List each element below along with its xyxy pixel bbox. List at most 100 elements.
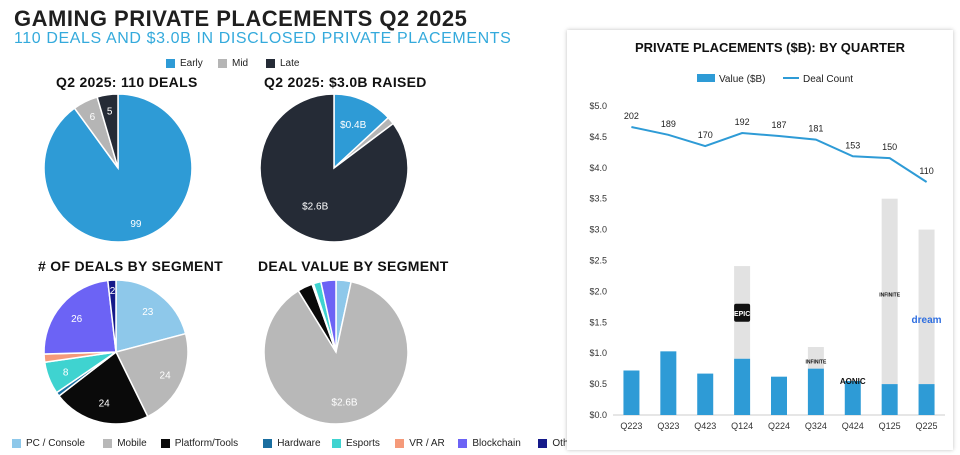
deal-count-label: 202 xyxy=(624,111,639,121)
segment-legend-item: Esports xyxy=(332,438,380,449)
pie-data-label: 2 xyxy=(110,286,116,297)
pie-data-label: 99 xyxy=(130,219,142,230)
pie-slice-pc-console xyxy=(115,279,187,353)
deal-count-label: 192 xyxy=(735,117,750,127)
legend-label: VR / AR xyxy=(409,438,445,449)
x-tick-label: Q125 xyxy=(879,421,901,431)
deal-count-label: 189 xyxy=(661,119,676,129)
legend-swatch xyxy=(458,439,468,448)
bar-value xyxy=(771,376,787,415)
bar-value xyxy=(623,370,640,415)
deal-count-label: 153 xyxy=(845,140,860,150)
y-tick-label: $3.5 xyxy=(589,194,607,204)
pie-data-label: 24 xyxy=(160,370,172,381)
x-tick-label: Q124 xyxy=(731,421,753,431)
deal-count-label: 110 xyxy=(919,166,933,176)
y-tick-label: $0.0 xyxy=(589,410,607,420)
segment-legend-item: PC / Console xyxy=(12,438,85,449)
deal-count-label: 187 xyxy=(771,120,786,130)
legend-label: Esports xyxy=(346,438,380,449)
legend-late: Late xyxy=(266,58,299,69)
x-tick-label: Q324 xyxy=(805,421,827,431)
segment-legend-item: Platform/Tools xyxy=(160,438,239,449)
x-tick-label: Q423 xyxy=(694,421,716,431)
deal-count-label: 150 xyxy=(882,142,897,152)
legend-swatch xyxy=(12,439,21,448)
legend-label: Hardware xyxy=(277,438,321,449)
legend-label: Blockchain xyxy=(472,438,521,449)
pie-data-label: $0.4B xyxy=(340,120,366,131)
pie-data-label: 23 xyxy=(142,307,154,318)
bar-value xyxy=(734,358,751,415)
legend-label: Platform/Tools xyxy=(174,438,239,449)
bar-large-deal xyxy=(918,229,935,385)
logo-badge xyxy=(734,303,751,322)
y-tick-label: $4.5 xyxy=(589,132,607,142)
pie3-title: # OF DEALS BY SEGMENT xyxy=(38,258,223,274)
legend-swatch xyxy=(218,59,227,68)
pie4-title: DEAL VALUE BY SEGMENT xyxy=(258,258,449,274)
deal-count-label: 181 xyxy=(808,124,823,134)
pie-slice-blockchain xyxy=(319,279,337,353)
pie-slice-mobile xyxy=(263,280,409,425)
legend-swatch xyxy=(166,59,175,68)
legend-mid: Mid xyxy=(218,58,248,69)
pie1-title: Q2 2025: 110 DEALS xyxy=(56,74,198,90)
quarterly-chart-panel: PRIVATE PLACEMENTS ($B): BY QUARTER Valu… xyxy=(567,30,953,450)
y-tick-label: $0.5 xyxy=(589,379,607,389)
y-tick-label: $2.5 xyxy=(589,256,607,266)
pie-data-label: 24 xyxy=(99,399,111,410)
pie-slice-early xyxy=(333,93,390,170)
bar-value xyxy=(918,384,935,415)
pie-slice-others xyxy=(106,279,117,353)
legend-swatch xyxy=(103,439,113,448)
pie-data-label: 5 xyxy=(107,107,113,118)
segment-legend-item: Hardware xyxy=(263,438,321,449)
y-tick-label: $1.5 xyxy=(589,317,607,327)
pie-raised-by-stage: $0.4B $2.6B xyxy=(259,93,409,243)
legend-swatch xyxy=(160,439,170,448)
pie-deals-by-segment: 23 24 24 8 26 2 xyxy=(43,279,189,425)
x-tick-label: Q424 xyxy=(842,421,864,431)
bar-value xyxy=(881,384,898,415)
bar-value xyxy=(807,368,824,415)
company-logo-annotation: AONIC xyxy=(840,377,866,386)
pie-data-label: $2.6B xyxy=(302,202,328,213)
bar-value xyxy=(660,351,677,415)
pie2-title: Q2 2025: $3.0B RAISED xyxy=(264,74,427,90)
x-tick-label: Q225 xyxy=(916,421,938,431)
page-subtitle: 110 DEALS AND $3.0B IN DISCLOSED PRIVATE… xyxy=(14,30,512,47)
pie-charts: 99 6 5 $0.4B $2.6B 23 24 24 8 26 2 $2.6B xyxy=(43,93,409,425)
pie-deals-by-stage: 99 6 5 xyxy=(43,93,193,243)
deal-count-label: 170 xyxy=(698,130,713,140)
pie-slice-mobile xyxy=(114,332,189,418)
x-tick-label: Q323 xyxy=(657,421,679,431)
pie-data-label: $2.6B xyxy=(331,397,357,408)
x-tick-label: Q223 xyxy=(620,421,642,431)
legend-swatch xyxy=(263,439,273,448)
company-logo-annotation: EPIC xyxy=(734,311,750,318)
legend-swatch xyxy=(332,439,341,448)
bar-value xyxy=(697,373,714,415)
pie-slice-late xyxy=(96,93,119,169)
segment-legend-item: Mobile xyxy=(103,438,147,449)
y-tick-label: $5.0 xyxy=(589,101,607,111)
deal-count-line xyxy=(631,126,928,183)
segment-legend: PC / Console Mobile Platform/Tools Hardware… xyxy=(12,438,582,452)
pie-data-label: 8 xyxy=(63,368,69,379)
y-tick-label: $3.0 xyxy=(589,225,607,235)
x-tick-label: Q224 xyxy=(768,421,790,431)
pie-slice-blockchain xyxy=(43,279,117,355)
legend-swatch xyxy=(266,59,275,68)
page-title: GAMING PRIVATE PLACEMENTS Q2 2025 xyxy=(14,6,468,31)
legend-label: Mobile xyxy=(117,438,147,449)
legend-value-swatch xyxy=(697,74,715,82)
quarterly-chart-title: PRIVATE PLACEMENTS ($B): BY QUARTER xyxy=(635,40,906,55)
legend-count-label: Deal Count xyxy=(803,74,853,85)
y-tick-label: $1.0 xyxy=(589,348,607,358)
legend-swatch xyxy=(395,439,405,448)
bar-value xyxy=(844,381,861,415)
bar-large-deal xyxy=(807,347,824,369)
pie-slice-late xyxy=(259,93,409,243)
y-tick-label: $4.0 xyxy=(589,163,607,173)
